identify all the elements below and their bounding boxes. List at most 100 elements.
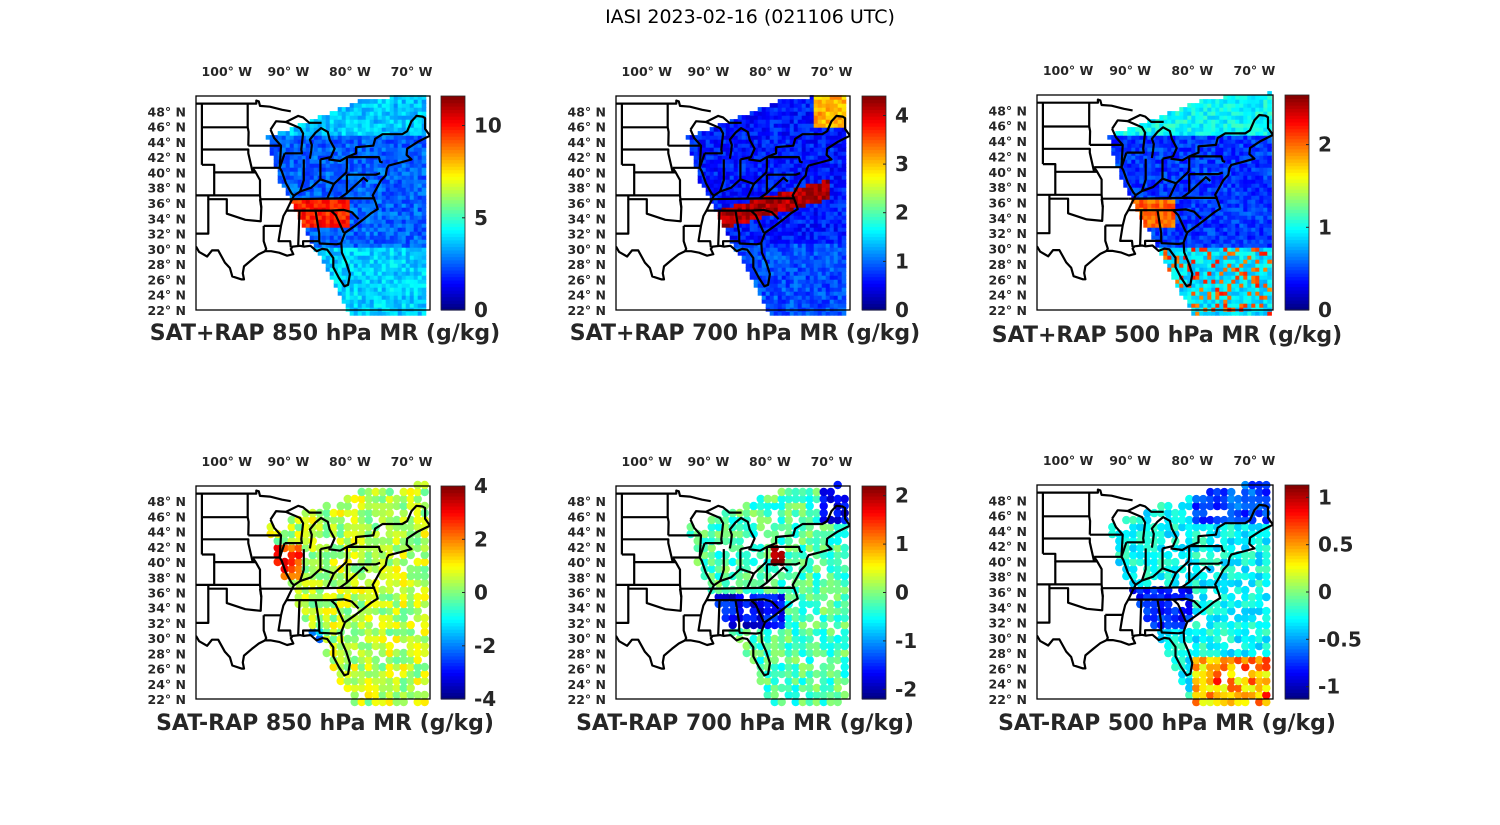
swath-sample — [1127, 159, 1132, 164]
swath-sample — [837, 251, 843, 256]
colorbar-frame — [861, 95, 887, 311]
swath-sample — [341, 135, 347, 140]
swath-sample — [713, 167, 719, 172]
swath-sample — [1255, 139, 1260, 144]
swath-sample — [1207, 183, 1212, 188]
swath-sample — [833, 167, 839, 172]
swath-sample — [421, 147, 427, 152]
swath-sample — [301, 183, 307, 188]
swath-sample — [421, 259, 427, 264]
swath-sample — [821, 235, 827, 240]
swath-sample — [833, 159, 839, 164]
swath-sample — [337, 239, 343, 244]
swath-sample — [1219, 235, 1224, 240]
swath-sample — [1251, 235, 1256, 240]
swath-sample — [1231, 303, 1236, 308]
swath-sample — [1147, 219, 1152, 224]
swath-sample — [1263, 283, 1268, 288]
swath-sample — [1123, 163, 1128, 168]
swath-sample — [397, 267, 403, 272]
swath-sample — [373, 147, 379, 152]
swath-sample — [829, 283, 835, 288]
state-border — [765, 174, 789, 195]
swath-sample — [841, 287, 847, 292]
swath-sample — [1183, 131, 1188, 136]
swath-sample — [793, 99, 799, 104]
swath-sample — [1195, 199, 1200, 204]
swath-sample — [733, 219, 739, 224]
swath-sample — [1239, 275, 1244, 280]
swath-sample — [725, 171, 731, 176]
swath-sample — [417, 275, 423, 280]
swath-sample — [765, 235, 771, 240]
state-border — [277, 195, 295, 248]
swath-sample — [1219, 191, 1224, 196]
swath-sample — [821, 99, 827, 104]
swath-sample — [409, 275, 415, 280]
state-border — [346, 156, 383, 164]
swath-sample — [377, 207, 383, 212]
swath-sample — [373, 163, 379, 168]
swath-sample — [345, 219, 351, 224]
swath-sample — [1247, 207, 1252, 212]
swath-sample — [1259, 283, 1264, 288]
swath-sample — [757, 255, 763, 260]
swath-sample — [1219, 303, 1224, 308]
swath-sample — [313, 139, 319, 144]
swath-sample — [841, 107, 847, 112]
swath-sample — [1251, 151, 1256, 156]
swath-sample — [777, 99, 783, 104]
swath-sample — [801, 203, 807, 208]
swath-sample — [813, 159, 819, 164]
swath-sample — [349, 183, 355, 188]
swath-sample — [1175, 263, 1180, 268]
swath-sample — [825, 139, 831, 144]
swath-sample — [1235, 207, 1240, 212]
swath-sample — [765, 111, 771, 116]
swath-sample — [337, 115, 343, 120]
swath-sample — [385, 267, 391, 272]
swath-sample — [401, 223, 407, 228]
swath-sample — [1247, 267, 1252, 272]
swath-sample — [393, 203, 399, 208]
swath-sample — [337, 247, 343, 252]
swath-sample — [357, 287, 363, 292]
swath-sample — [361, 143, 367, 148]
swath-sample — [829, 163, 835, 168]
swath-sample — [409, 175, 415, 180]
swath-sample — [741, 203, 747, 208]
swath-sample — [1243, 243, 1248, 248]
swath-sample — [381, 111, 387, 116]
swath-sample — [1259, 235, 1264, 240]
swath-sample — [377, 139, 383, 144]
swath-sample — [1227, 259, 1232, 264]
swath-sample — [349, 163, 355, 168]
swath-sample — [1251, 131, 1256, 136]
swath-sample — [1235, 215, 1240, 220]
swath-sample — [777, 143, 783, 148]
swath-sample — [337, 231, 343, 236]
swath-sample — [325, 183, 331, 188]
swath-sample — [1227, 279, 1232, 284]
swath-sample — [797, 291, 803, 296]
swath-sample — [817, 163, 823, 168]
swath-sample — [1223, 219, 1228, 224]
swath-sample — [397, 135, 403, 140]
swath-sample — [417, 143, 423, 148]
swath-sample — [401, 251, 407, 256]
swath-sample — [821, 255, 827, 260]
swath-sample — [313, 223, 319, 228]
swath-sample — [809, 299, 815, 304]
colorbar-segment — [441, 293, 465, 298]
swath-sample — [325, 207, 331, 212]
swath-sample — [1267, 227, 1272, 232]
swath-sample — [1179, 179, 1184, 184]
swath-sample — [309, 223, 315, 228]
swath-sample — [1255, 283, 1260, 288]
swath-sample — [733, 231, 739, 236]
swath-sample — [385, 227, 391, 232]
swath-sample — [825, 135, 831, 140]
swath-sample — [309, 167, 315, 172]
swath-sample — [1171, 275, 1176, 280]
swath-sample — [357, 211, 363, 216]
